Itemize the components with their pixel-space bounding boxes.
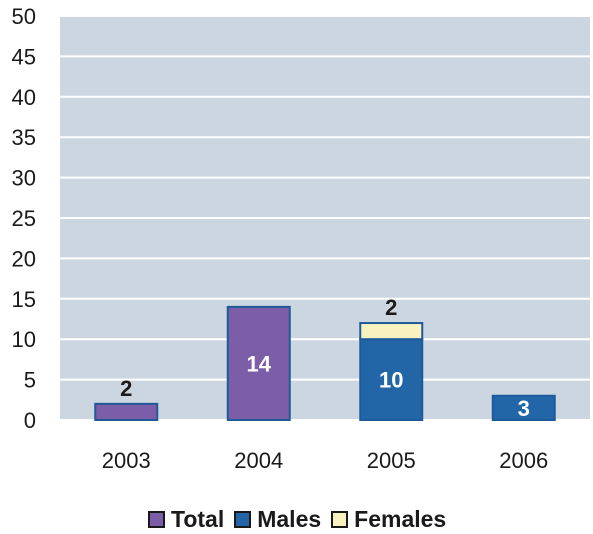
x-tick-label: 2006 [499,448,548,473]
y-tick-label: 20 [12,246,36,271]
y-tick-label: 35 [12,125,36,150]
legend-swatch-total [148,510,165,528]
data-label: 2 [120,376,132,401]
y-tick-label: 45 [12,44,36,69]
y-tick-label: 25 [12,206,36,231]
data-label: 14 [247,351,272,376]
bar-females-2005 [359,322,424,341]
x-tick-label: 2005 [367,448,416,473]
data-label: 2 [385,295,397,320]
legend-swatch-females [331,510,349,528]
legend-label-females: Females [354,505,447,532]
bar-males-2006 [491,394,556,422]
bar-chart: 0 5 10 15 20 25 30 35 40 45 50 2003 2004 2005 2006 2 1… [12,4,590,473]
y-tick-label: 30 [12,166,36,191]
legend-swatch-males [234,510,252,528]
chart-legend: Total Males Females [148,504,446,534]
y-tick-label: 10 [12,327,36,352]
legend-item-total: Total [148,506,224,533]
bar-total-2003 [94,402,159,421]
y-tick-label: 15 [12,287,36,312]
legend-item-females: Females [331,506,446,533]
legend-label-total: Total [171,505,225,532]
bar-total-2004 [226,305,291,422]
y-tick-label: 40 [12,85,36,110]
y-tick-label: 5 [24,368,36,393]
legend-label-males: Males [257,505,322,532]
y-tick-label: 50 [12,4,36,29]
y-tick-label: 0 [24,408,36,433]
legend-item-males: Males [234,506,321,533]
data-label: 10 [379,368,403,393]
data-label: 3 [518,396,530,421]
x-tick-label: 2004 [234,448,283,473]
bar-males-2005 [359,338,424,422]
x-tick-label: 2003 [102,448,151,473]
